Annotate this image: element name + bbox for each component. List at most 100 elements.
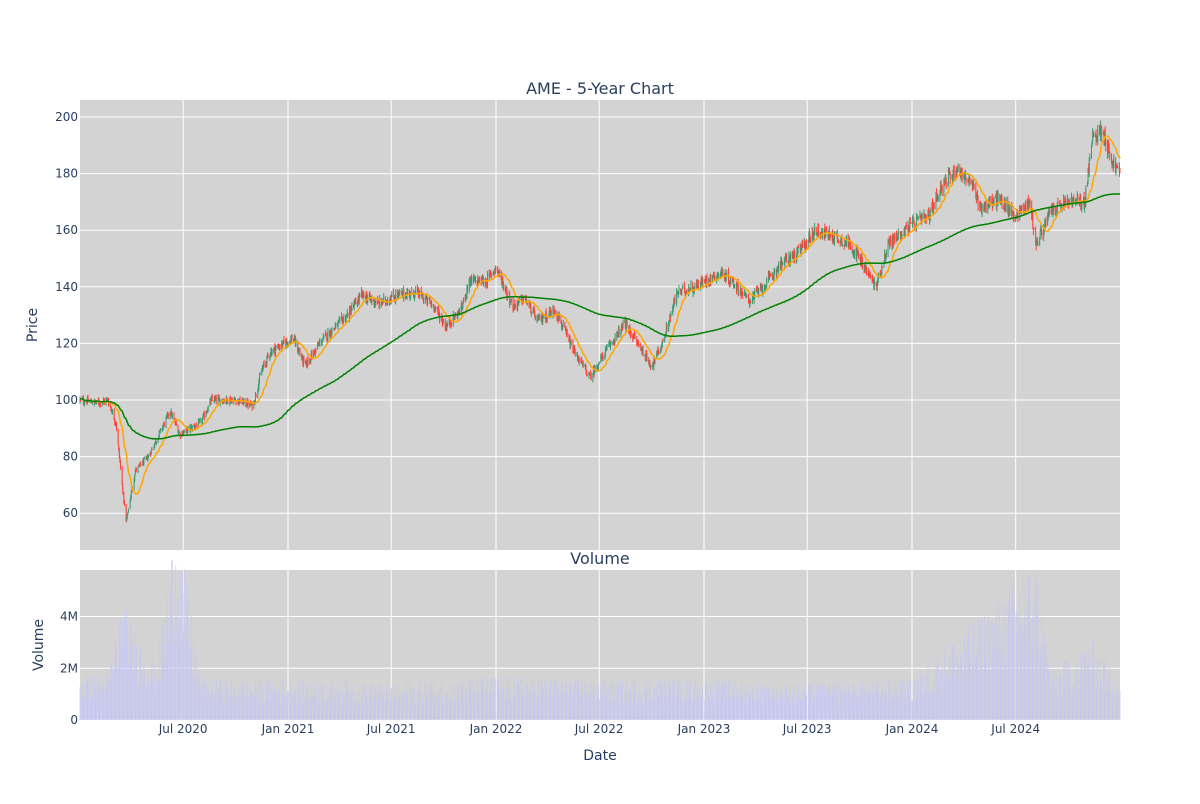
volume-bar [301,703,303,720]
candle-body [656,351,658,354]
volume-bar [618,681,620,720]
candle-body [838,239,839,242]
volume-bar [318,686,320,720]
volume-bar [273,691,275,720]
candle-body [128,508,129,513]
candle-body [541,314,542,321]
volume-tick-label: 0 [70,713,78,727]
volume-bar [222,696,224,720]
volume-bar [178,629,179,720]
candle-body [465,296,467,299]
volume-bar [892,686,894,720]
candle-body [1119,167,1120,172]
volume-bar [441,688,443,720]
candle-body [876,284,878,287]
candle-body [281,342,283,348]
volume-bar [439,690,440,720]
candle-body [574,348,576,353]
volume-bar [969,657,970,720]
candle-body [921,215,923,219]
volume-bar [183,593,185,720]
volume-bar [943,681,945,720]
candle-body [422,295,423,298]
volume-bar [1108,678,1110,720]
volume-bar [1105,675,1107,720]
candle-body [630,333,632,336]
volume-bar [267,683,269,720]
volume-bar [733,685,735,720]
price-tick-label: 100 [55,393,78,407]
moving-average-200-line [80,193,1120,440]
candle-body [716,273,718,277]
volume-bar [794,703,796,720]
candle-body [118,444,120,450]
candle-body [753,296,755,300]
volume-bar [90,698,92,720]
volume-bar [231,696,233,720]
date-tick-label: Jul 2020 [158,722,208,736]
volume-bar [900,692,902,720]
candle-body [792,253,794,258]
candle-body [393,292,394,298]
candle-body [123,492,125,503]
candle-body [1105,141,1107,145]
candle-body [353,303,355,308]
candle-body [566,333,568,336]
volume-bar [1057,695,1059,720]
candle-body [174,421,176,424]
volume-bar [526,684,528,720]
candle-body [271,350,272,355]
candle-body [794,252,796,260]
volume-bar [295,689,297,720]
candle-body [1059,203,1061,206]
volume-bar [454,702,455,720]
candle-body [338,320,340,323]
volume-bar [509,696,511,720]
candle-body [259,374,261,376]
candle-body [111,411,113,414]
volume-bar [306,685,308,720]
volume-bar [1060,696,1062,720]
volume-bar [516,676,518,720]
candle-body [191,425,193,430]
candle-body [940,182,942,192]
candle-body [660,349,662,352]
volume-bar [1052,674,1054,720]
candle-body [968,182,969,183]
volume-bar [570,687,572,720]
volume-bar [748,694,750,720]
volume-bar [625,684,627,720]
candle-body [512,300,514,309]
candle-body [672,306,674,308]
candle-body [477,278,479,285]
volume-bar [326,702,328,720]
candle-body [1071,197,1073,207]
volume-bar [242,681,243,720]
volume-bar [134,673,136,720]
candle-body [820,231,822,237]
volume-bar [198,686,199,720]
candle-body [206,412,208,413]
candle-body [321,341,323,343]
candle-body [399,291,401,294]
volume-bar [594,693,595,720]
candle-body [145,457,147,459]
candle-body [704,279,705,281]
candle-body [650,365,651,368]
candle-body [757,289,758,292]
candle-body [457,309,459,313]
candle-body [558,313,560,321]
candle-body [518,297,520,300]
volume-bar [1040,645,1042,720]
candle-body [544,317,546,319]
candle-body [134,470,136,476]
candle-body [510,299,512,302]
candle-body [386,301,387,304]
candle-body [851,248,853,252]
volume-bar [1027,600,1029,720]
volume-bar [948,678,950,720]
candle-body [827,232,829,239]
volume-bar [263,688,264,720]
volume-bar [912,700,913,720]
volume-bar [109,683,111,720]
